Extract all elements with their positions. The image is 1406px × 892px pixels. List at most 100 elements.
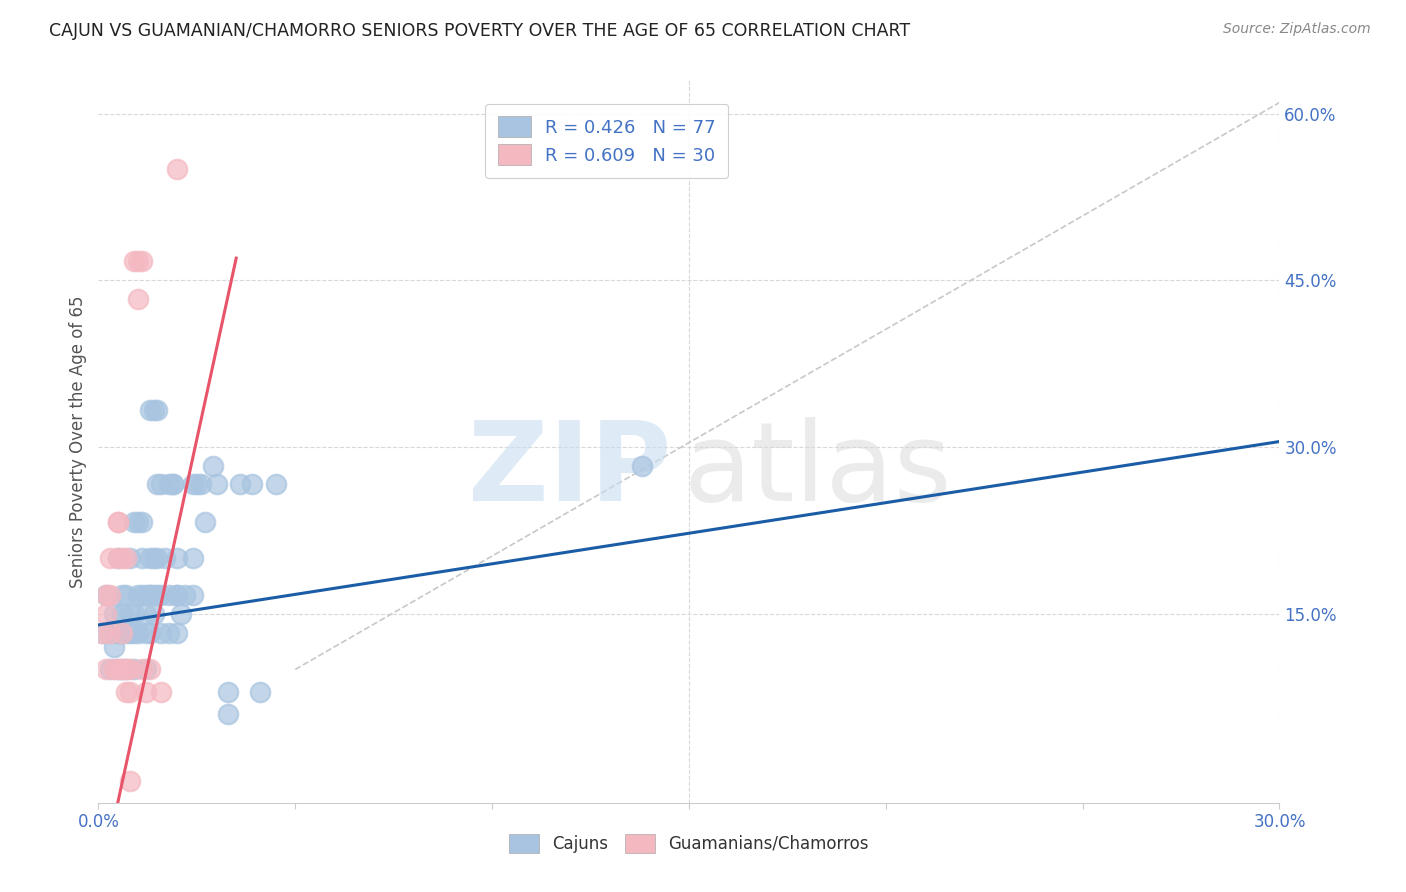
Text: ZIP: ZIP — [468, 417, 671, 524]
Point — [127, 515, 149, 529]
Point — [122, 254, 145, 268]
Point — [122, 515, 145, 529]
Point — [98, 662, 121, 676]
Point — [127, 292, 149, 306]
Point — [131, 662, 153, 676]
Point — [111, 662, 134, 676]
Point — [157, 476, 180, 491]
Point — [150, 476, 173, 491]
Point — [131, 588, 153, 602]
Point — [118, 684, 141, 698]
Point — [96, 662, 118, 676]
Point — [162, 476, 184, 491]
Point — [205, 476, 228, 491]
Point — [131, 551, 153, 566]
Point — [111, 551, 134, 566]
Point — [138, 662, 160, 676]
Point — [174, 588, 197, 602]
Point — [229, 476, 252, 491]
Point — [166, 162, 188, 177]
Y-axis label: Seniors Poverty Over the Age of 65: Seniors Poverty Over the Age of 65 — [69, 295, 87, 588]
Point — [111, 662, 134, 676]
Point — [138, 588, 160, 602]
Point — [127, 625, 149, 640]
Point — [138, 625, 160, 640]
Text: CAJUN VS GUAMANIAN/CHAMORRO SENIORS POVERTY OVER THE AGE OF 65 CORRELATION CHART: CAJUN VS GUAMANIAN/CHAMORRO SENIORS POVE… — [49, 22, 910, 40]
Point — [127, 588, 149, 602]
Point — [150, 684, 173, 698]
Point — [155, 551, 177, 566]
Point — [181, 588, 204, 602]
Point — [138, 403, 160, 417]
Point — [217, 706, 239, 721]
Point — [201, 458, 224, 473]
Point — [146, 588, 169, 602]
Point — [111, 625, 134, 640]
Point — [146, 551, 169, 566]
Point — [157, 625, 180, 640]
Point — [91, 625, 114, 640]
Point — [111, 625, 134, 640]
Point — [115, 588, 138, 602]
Point — [157, 588, 180, 602]
Point — [103, 662, 125, 676]
Point — [115, 662, 138, 676]
Point — [146, 403, 169, 417]
Point — [166, 625, 188, 640]
Point — [170, 607, 193, 621]
Point — [249, 684, 271, 698]
Point — [107, 625, 129, 640]
Point — [131, 515, 153, 529]
Point — [186, 476, 208, 491]
Point — [166, 551, 188, 566]
Point — [122, 607, 145, 621]
Point — [142, 588, 165, 602]
Point — [146, 476, 169, 491]
Point — [181, 476, 204, 491]
Point — [103, 640, 125, 655]
Point — [181, 551, 204, 566]
Point — [96, 588, 118, 602]
Point — [107, 662, 129, 676]
Point — [135, 684, 157, 698]
Point — [162, 476, 184, 491]
Point — [107, 662, 129, 676]
Point — [142, 551, 165, 566]
Point — [166, 588, 188, 602]
Point — [138, 588, 160, 602]
Point — [118, 551, 141, 566]
Point — [142, 403, 165, 417]
Point — [630, 458, 652, 473]
Point — [150, 625, 173, 640]
Point — [122, 625, 145, 640]
Legend: Cajuns, Guamanians/Chamorros: Cajuns, Guamanians/Chamorros — [502, 827, 876, 860]
Point — [135, 625, 157, 640]
Point — [98, 625, 121, 640]
Point — [194, 515, 217, 529]
Point — [111, 588, 134, 602]
Point — [103, 607, 125, 621]
Point — [122, 662, 145, 676]
Text: Source: ZipAtlas.com: Source: ZipAtlas.com — [1223, 22, 1371, 37]
Point — [150, 588, 173, 602]
Point — [118, 625, 141, 640]
Point — [107, 551, 129, 566]
Point — [115, 625, 138, 640]
Point — [127, 254, 149, 268]
Point — [115, 684, 138, 698]
Point — [107, 515, 129, 529]
Point — [107, 515, 129, 529]
Point — [98, 588, 121, 602]
Point — [111, 607, 134, 621]
Point — [240, 476, 263, 491]
Point — [98, 625, 121, 640]
Point — [142, 607, 165, 621]
Point — [107, 551, 129, 566]
Point — [118, 662, 141, 676]
Point — [166, 588, 188, 602]
Point — [118, 773, 141, 788]
Point — [96, 607, 118, 621]
Point — [98, 551, 121, 566]
Point — [118, 607, 141, 621]
Point — [217, 684, 239, 698]
